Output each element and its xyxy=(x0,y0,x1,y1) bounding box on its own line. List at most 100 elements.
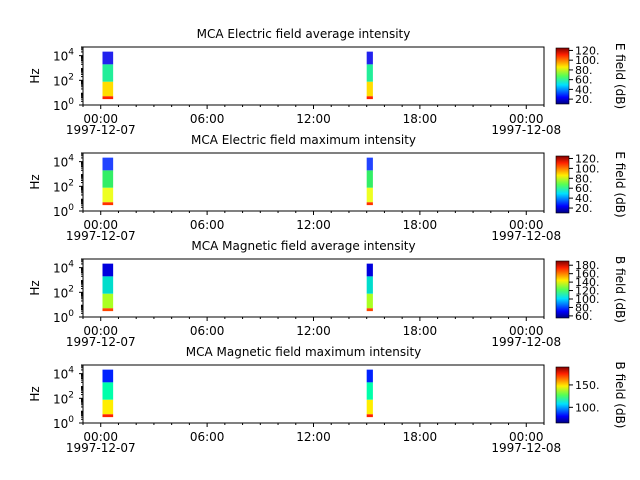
spectrogram-band-4 xyxy=(366,202,373,206)
y-tick-exponent: 4 xyxy=(68,366,74,376)
colorbar-tick-label: 60. xyxy=(575,182,593,195)
spectrogram-band-4 xyxy=(102,308,114,312)
x-tick-label: 00:00 xyxy=(83,218,118,232)
colorbar-tick-label: 80. xyxy=(575,64,593,77)
spectrogram-band-1 xyxy=(102,51,114,65)
x-tick-label: 06:00 xyxy=(190,430,225,444)
x-tick-label: 18:00 xyxy=(403,430,438,444)
spectrogram-band-2 xyxy=(366,170,373,188)
y-tick-base: 10 xyxy=(53,368,68,382)
y-axis-label: Hz xyxy=(28,280,42,295)
x-date-label: 1997-12-08 xyxy=(491,335,561,349)
y-tick-base: 10 xyxy=(53,392,68,406)
colorbar-tick-label: 160. xyxy=(575,268,600,281)
colorbar-tick-label: 100. xyxy=(575,54,600,67)
y-tick-base: 10 xyxy=(53,74,68,88)
colorbar: 60.80.100.120.140.160.180. B field (dB) xyxy=(555,256,627,323)
x-date-label: 1997-12-07 xyxy=(66,441,136,455)
x-date-label: 1997-12-07 xyxy=(66,123,136,137)
data-block-2 xyxy=(366,263,373,312)
y-tick-base: 10 xyxy=(53,311,68,325)
x-tick-label: 06:00 xyxy=(190,112,225,126)
spectrogram-band-2 xyxy=(366,382,373,400)
spectrogram-band-1 xyxy=(102,369,114,383)
data-block-2 xyxy=(366,157,373,206)
spectrogram-band-2 xyxy=(102,276,114,294)
y-tick-exponent: 0 xyxy=(68,97,74,107)
y-tick-label: 104 xyxy=(53,154,74,170)
colorbar-tick-label: 120. xyxy=(575,152,600,165)
spectrogram-band-2 xyxy=(102,64,114,82)
spectrogram-band-2 xyxy=(366,276,373,294)
panel-title: MCA Magnetic field maximum intensity xyxy=(186,345,422,359)
y-axis-label: Hz xyxy=(28,386,42,401)
y-tick-exponent: 4 xyxy=(68,154,74,164)
y-tick-exponent: 2 xyxy=(68,72,74,82)
y-tick-label: 102 xyxy=(53,178,74,194)
panel-3: MCA Magnetic field average intensity Hz 10… xyxy=(28,239,627,349)
data-block-1 xyxy=(102,157,114,206)
x-date-label: 1997-12-07 xyxy=(66,335,136,349)
spectrogram-band-3 xyxy=(102,293,114,309)
spectrogram-band-4 xyxy=(366,96,373,100)
y-tick-base: 10 xyxy=(53,156,68,170)
x-tick-label: 18:00 xyxy=(403,324,438,338)
y-tick-label: 100 xyxy=(53,97,74,113)
colorbar-tick-label: 100. xyxy=(575,401,600,414)
colorbar-tick-label: 120. xyxy=(575,44,600,57)
spectrogram-band-4 xyxy=(102,202,114,206)
x-date-label: 1997-12-07 xyxy=(66,229,136,243)
colorbar-tick-label: 60. xyxy=(575,310,593,323)
axes-frame xyxy=(82,364,545,424)
panel-title: MCA Electric field average intensity xyxy=(197,27,411,41)
x-tick-label: 06:00 xyxy=(190,324,225,338)
spectrogram-band-2 xyxy=(102,382,114,400)
x-tick-label: 18:00 xyxy=(403,218,438,232)
spectrogram-band-4 xyxy=(102,96,114,100)
y-tick-exponent: 2 xyxy=(68,178,74,188)
spectrogram-band-1 xyxy=(366,263,373,277)
colorbar-tick-label: 80. xyxy=(575,172,593,185)
spectrogram-band-3 xyxy=(102,187,114,203)
x-tick-label: 00:00 xyxy=(83,112,118,126)
colorbar-label: E field (dB) xyxy=(613,43,627,109)
x-date-label: 1997-12-08 xyxy=(491,229,561,243)
colorbar-tick-label: 40. xyxy=(575,83,593,96)
y-tick-exponent: 0 xyxy=(68,309,74,319)
y-tick-base: 10 xyxy=(53,205,68,219)
colorbar-label: B field (dB) xyxy=(613,256,627,323)
panel-title: MCA Electric field maximum intensity xyxy=(191,133,416,147)
x-date-label: 1997-12-08 xyxy=(491,441,561,455)
spectrogram-band-4 xyxy=(366,414,373,418)
colorbar: 20.40.60.80.100.120. E field (dB) xyxy=(555,151,627,218)
data-block-1 xyxy=(102,263,114,312)
colorbar: 20.40.60.80.100.120. E field (dB) xyxy=(555,43,627,109)
spectrogram-band-3 xyxy=(366,187,373,203)
colorbar-tick-label: 20. xyxy=(575,202,593,215)
data-block-1 xyxy=(102,369,114,418)
x-tick-label: 00:00 xyxy=(509,112,544,126)
data-block-1 xyxy=(102,51,114,100)
y-tick-label: 100 xyxy=(53,309,74,325)
y-tick-label: 102 xyxy=(53,284,74,300)
colorbar-tick-label: 100. xyxy=(575,162,600,175)
x-date-label: 1997-12-08 xyxy=(491,123,561,137)
x-tick-label: 00:00 xyxy=(509,218,544,232)
colorbar-gradient xyxy=(555,155,570,214)
y-tick-label: 102 xyxy=(53,390,74,406)
spectrogram-band-1 xyxy=(102,263,114,277)
data-block-2 xyxy=(366,51,373,100)
y-tick-base: 10 xyxy=(53,99,68,113)
spectrogram-band-4 xyxy=(102,414,114,418)
spectrogram-band-2 xyxy=(102,170,114,188)
spectrogram-band-1 xyxy=(366,369,373,383)
colorbar-gradient xyxy=(555,260,570,319)
panel-4: MCA Magnetic field maximum intensity Hz 10… xyxy=(28,345,627,455)
y-axis-label: Hz xyxy=(28,174,42,189)
x-tick-label: 12:00 xyxy=(296,324,331,338)
spectrogram-band-3 xyxy=(366,81,373,97)
x-tick-label: 06:00 xyxy=(190,218,225,232)
x-tick-label: 00:00 xyxy=(509,324,544,338)
axes-frame xyxy=(82,258,545,318)
